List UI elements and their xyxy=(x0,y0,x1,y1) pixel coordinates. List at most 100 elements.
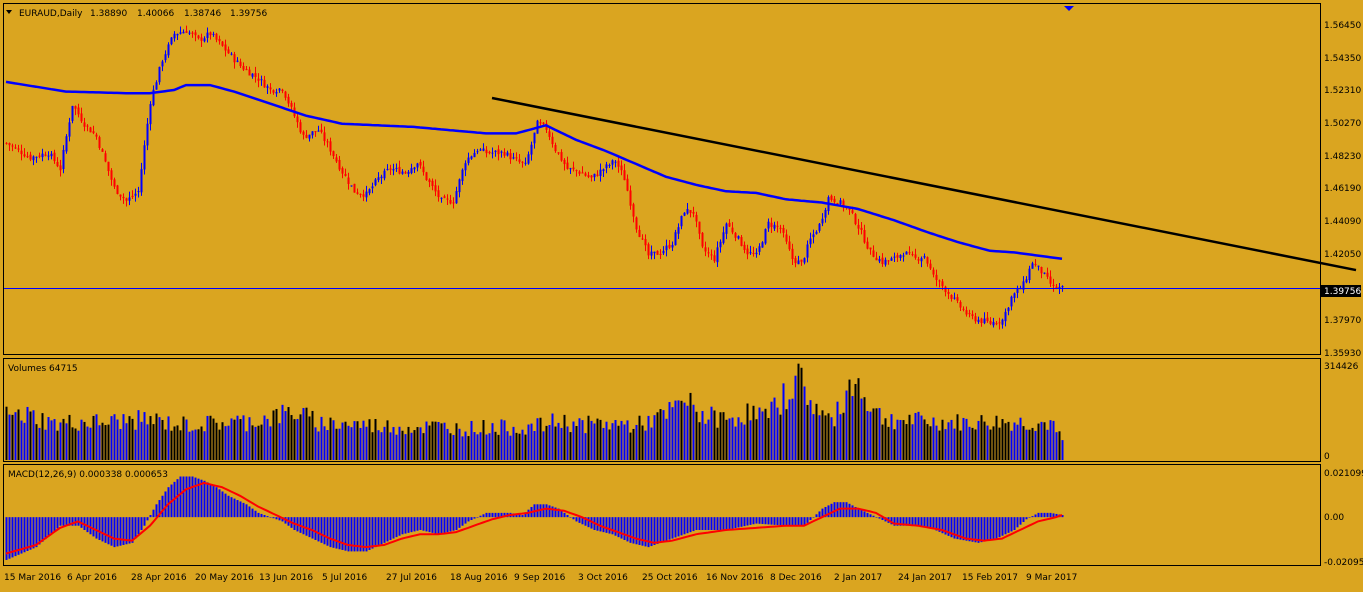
macd-histogram-bar xyxy=(320,517,323,543)
volume-bar xyxy=(866,411,869,460)
macd-histogram-bar xyxy=(263,515,266,518)
macd-histogram-bar xyxy=(824,506,827,518)
candle-body xyxy=(848,208,851,210)
macd-histogram-bar xyxy=(851,505,854,518)
candle-body xyxy=(455,191,458,204)
macd-histogram-bar xyxy=(413,517,416,532)
candle-body xyxy=(152,89,155,106)
macd-histogram-bar xyxy=(1028,517,1031,518)
volume-bar xyxy=(1043,422,1046,460)
macd-histogram-bar xyxy=(1052,513,1055,518)
macd-histogram-bar xyxy=(770,517,773,525)
macd-histogram-bar xyxy=(311,517,314,539)
candle-body xyxy=(506,152,509,156)
macd-histogram-bar xyxy=(167,487,170,518)
macd-histogram-bar xyxy=(602,517,605,533)
price-panel-frame xyxy=(3,3,1321,355)
volume-bar xyxy=(968,426,971,460)
candle-body xyxy=(239,61,242,67)
volume-bar xyxy=(572,421,575,460)
macd-histogram-bar xyxy=(650,517,653,547)
triangle-down-icon[interactable] xyxy=(6,10,12,14)
volume-bar xyxy=(326,430,329,460)
candle-body xyxy=(263,79,266,88)
macd-histogram-bar xyxy=(488,512,491,518)
macd-histogram-bar xyxy=(281,517,284,522)
macd-histogram-bar xyxy=(713,517,716,530)
date-tick: 8 Dec 2016 xyxy=(770,573,822,583)
macd-histogram-bar xyxy=(833,502,836,518)
volume-bar xyxy=(806,404,809,460)
macd-histogram-bar xyxy=(338,517,341,550)
volume-bar xyxy=(152,424,155,460)
macd-histogram-bar xyxy=(479,515,482,518)
price-axis: 1.56450 1.54350 1.52310 1.50270 1.48230 … xyxy=(1324,21,1361,359)
volume-bar xyxy=(224,426,227,460)
candle-body xyxy=(734,232,737,238)
candle-body xyxy=(164,54,167,61)
macd-histogram-bar xyxy=(491,512,494,518)
candle-body xyxy=(896,255,899,258)
macd-histogram-bar xyxy=(995,517,998,539)
macd-histogram-bar xyxy=(191,476,194,518)
chart-shift-marker-icon[interactable] xyxy=(1064,6,1074,11)
volume-bar xyxy=(971,427,974,460)
volume-bar xyxy=(335,428,338,460)
volume-bar xyxy=(590,420,593,460)
macd-histogram-bar xyxy=(758,517,761,524)
macd-histogram-bar xyxy=(302,517,305,535)
volume-bar xyxy=(620,420,623,460)
trendline-layer[interactable] xyxy=(491,96,1357,272)
macd-histogram-bar xyxy=(803,517,806,526)
candle-body xyxy=(470,156,473,159)
candle-body xyxy=(710,254,713,256)
volume-bar xyxy=(902,420,905,460)
candle-body xyxy=(602,169,605,172)
candle-body xyxy=(440,197,443,199)
candle-body xyxy=(983,318,986,324)
candle-body xyxy=(557,152,560,154)
macd-histogram-bar xyxy=(662,517,665,542)
candle-body xyxy=(731,227,734,233)
candle-body xyxy=(254,73,257,77)
candle-body xyxy=(512,157,515,159)
volume-bar xyxy=(602,427,605,460)
macd-histogram-bar xyxy=(8,517,11,559)
macd-histogram-bar xyxy=(800,517,803,526)
volume-bar xyxy=(182,416,185,460)
volume-bar xyxy=(617,425,620,460)
macd-histogram-bar xyxy=(755,517,758,524)
volume-layer xyxy=(5,363,1064,460)
macd-histogram-bar xyxy=(383,517,386,543)
macd-histogram-bar xyxy=(17,517,20,555)
macd-histogram-bar xyxy=(677,517,680,537)
volume-bar xyxy=(158,417,161,460)
volume-bar xyxy=(128,416,131,460)
candle-body xyxy=(767,221,770,229)
volume-bar xyxy=(92,415,95,460)
macd-histogram-bar xyxy=(50,517,53,534)
volume-bar xyxy=(380,432,383,460)
candle-body xyxy=(416,163,419,168)
candle-body xyxy=(101,149,104,152)
candle-body xyxy=(446,198,449,200)
volume-bar xyxy=(557,422,560,460)
macd-histogram-bar xyxy=(497,512,500,518)
macd-histogram-bar xyxy=(578,517,581,523)
volume-bar xyxy=(83,421,86,460)
macd-histogram-bar xyxy=(866,512,869,518)
candle-body xyxy=(989,320,992,324)
candle-body xyxy=(884,259,887,265)
volume-bar xyxy=(206,415,209,460)
candle-body xyxy=(83,122,86,127)
volume-bar xyxy=(599,419,602,460)
candle-body xyxy=(800,259,803,262)
candle-body xyxy=(788,241,791,250)
volume-bar xyxy=(398,426,401,460)
volume-bar xyxy=(296,418,299,460)
volume-bar xyxy=(1001,419,1004,460)
candle-body xyxy=(749,252,752,254)
volume-bar xyxy=(650,427,653,460)
